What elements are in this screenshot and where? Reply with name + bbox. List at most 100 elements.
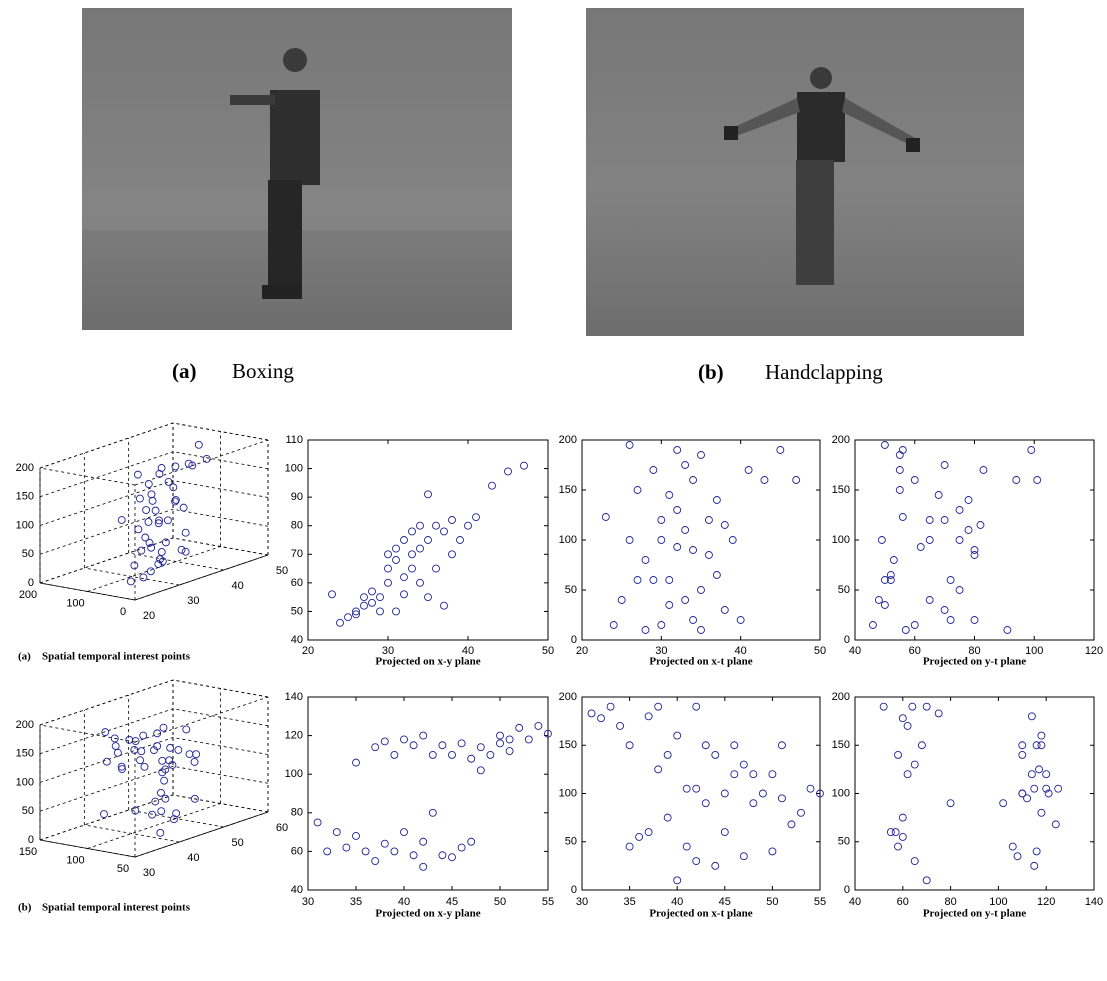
point (877, 536, 886, 544)
point (728, 536, 737, 544)
x-tick-label: 40 (232, 580, 244, 592)
point (136, 756, 145, 765)
point (901, 626, 910, 634)
z-tick-label: 100 (16, 776, 34, 788)
point (681, 526, 690, 534)
x-tick-label: 40 (849, 645, 861, 657)
point (654, 765, 663, 774)
point (448, 853, 456, 862)
point (171, 495, 180, 504)
point (368, 598, 376, 607)
point (606, 702, 615, 711)
x-tick-label: 35 (350, 896, 362, 908)
point (644, 712, 653, 721)
point (163, 516, 172, 525)
point (177, 545, 186, 554)
point (368, 587, 376, 596)
point (777, 794, 786, 803)
plot-frame (307, 696, 549, 891)
x-tick-label: 100 (1025, 645, 1043, 657)
plot-frame (854, 696, 1095, 891)
grid-line (84, 567, 180, 586)
point (456, 536, 464, 544)
point (419, 731, 428, 740)
point (448, 550, 456, 559)
point (448, 516, 456, 524)
point (673, 446, 682, 454)
x-tick-label: 60 (909, 645, 921, 657)
x-tick-label: 20 (143, 610, 155, 622)
point (408, 527, 416, 536)
plot-frame (854, 439, 1095, 641)
y-tick-label: 140 (285, 691, 303, 703)
y-tick-label: 0 (571, 884, 577, 896)
photo-boxing (82, 8, 512, 330)
point (157, 807, 166, 816)
point (408, 564, 416, 573)
point (416, 521, 424, 530)
point (524, 735, 533, 744)
y-tick-label: 100 (285, 462, 303, 474)
point (649, 576, 658, 584)
point (689, 546, 698, 554)
point (1027, 712, 1036, 721)
x-tick-label: 55 (814, 896, 826, 908)
photo-title: Boxing (232, 359, 294, 383)
point (148, 496, 157, 505)
point (1042, 770, 1051, 779)
point (712, 571, 721, 579)
point (520, 461, 528, 470)
y-tick-label: 0 (571, 634, 577, 646)
point (934, 491, 943, 499)
point (400, 573, 408, 582)
point (665, 491, 674, 499)
point (776, 446, 785, 454)
point (879, 702, 888, 711)
point (168, 760, 177, 769)
point (644, 828, 653, 837)
point (874, 596, 883, 604)
grid-line (39, 794, 174, 841)
point (744, 466, 753, 474)
x-tick-label: 40 (671, 896, 683, 908)
point (390, 847, 399, 856)
point (376, 607, 384, 616)
point (917, 741, 926, 750)
point (922, 702, 931, 711)
point (392, 556, 400, 564)
y-tick-label: 50 (838, 836, 850, 848)
point (898, 714, 907, 723)
point (673, 506, 682, 514)
plot-caption: Projected on y-t plane (923, 656, 1026, 668)
point (1032, 847, 1041, 856)
x-tick-label: 30 (382, 645, 394, 657)
point (100, 810, 108, 819)
y-tick-label: 200 (19, 589, 37, 601)
plot-caption: Projected on x-y plane (375, 908, 480, 920)
grid-line (172, 508, 269, 527)
point (673, 876, 682, 885)
point (181, 547, 190, 556)
y-tick-label: 0 (120, 606, 126, 618)
point (654, 702, 663, 711)
point (140, 762, 149, 771)
point (440, 527, 448, 536)
point (467, 754, 476, 763)
point (681, 461, 690, 469)
point (544, 729, 552, 738)
point (496, 731, 504, 740)
x-tick-label: 45 (719, 896, 731, 908)
x-tick-label: 30 (143, 867, 155, 879)
x-tick-label: 50 (542, 645, 554, 657)
point (144, 480, 153, 489)
point (424, 593, 432, 602)
point (408, 550, 416, 559)
x-tick-label: 50 (814, 645, 826, 657)
point (160, 776, 169, 785)
point (158, 768, 167, 777)
point (432, 521, 440, 530)
point (488, 481, 496, 490)
x-tick-label: 20 (302, 645, 314, 657)
x-tick-label: 80 (968, 645, 980, 657)
point (400, 828, 408, 837)
